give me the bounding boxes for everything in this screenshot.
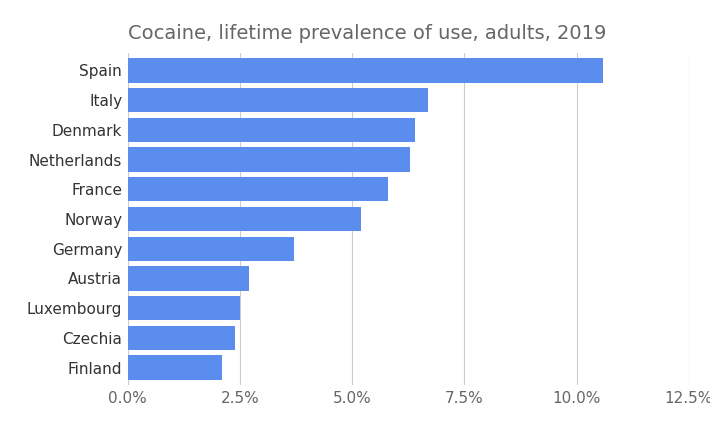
- Bar: [128, 326, 236, 350]
- Text: Cocaine, lifetime prevalence of use, adults, 2019: Cocaine, lifetime prevalence of use, adu…: [128, 24, 606, 42]
- Bar: [128, 177, 388, 201]
- Bar: [128, 118, 415, 142]
- Bar: [128, 355, 222, 380]
- Bar: [128, 147, 410, 172]
- Bar: [128, 88, 428, 112]
- Bar: [128, 296, 240, 320]
- Bar: [128, 237, 294, 261]
- Bar: [128, 207, 361, 231]
- Bar: [128, 58, 603, 83]
- Bar: [128, 266, 249, 291]
